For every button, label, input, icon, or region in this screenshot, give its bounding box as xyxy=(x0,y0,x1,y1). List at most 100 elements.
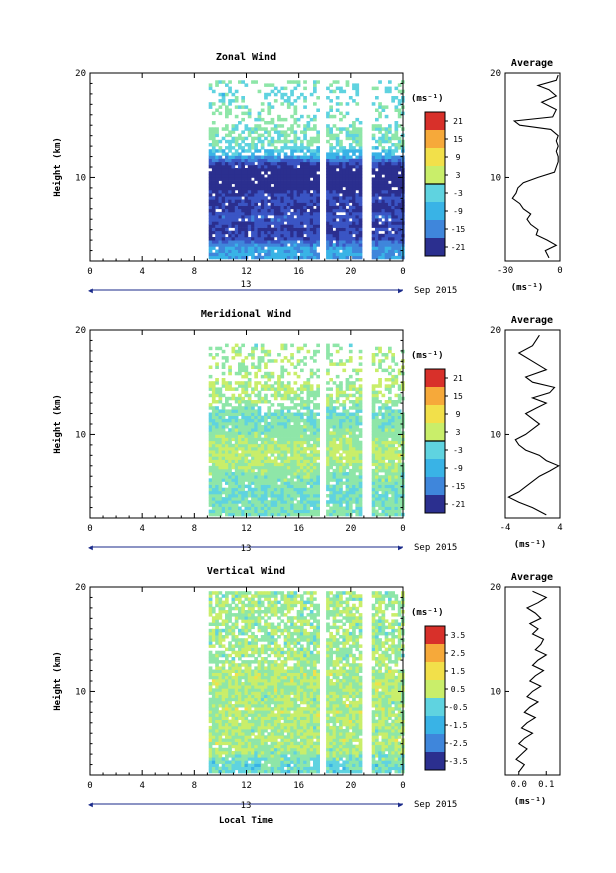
heat-cell xyxy=(348,227,353,232)
heat-cell xyxy=(394,177,399,181)
heat-cell xyxy=(208,600,213,605)
heat-cell xyxy=(375,453,379,457)
heat-cell xyxy=(371,102,376,106)
heat-cell xyxy=(251,443,255,448)
heat-cell xyxy=(260,193,265,197)
heat-cell xyxy=(371,418,376,423)
date-bar: ◀ ▶ 13 Sep 2015 xyxy=(88,543,457,554)
heat-cell xyxy=(264,456,268,460)
heat-cell xyxy=(355,155,360,159)
heat-cell xyxy=(316,186,320,191)
heat-cell xyxy=(326,193,330,197)
heat-cell xyxy=(348,168,353,172)
heat-cell xyxy=(335,431,340,435)
heat-cell xyxy=(358,418,363,423)
heat-cell xyxy=(300,155,304,159)
heat-cell xyxy=(267,475,272,479)
heat-cell xyxy=(296,465,301,470)
heat-cell xyxy=(286,127,291,131)
heat-cell xyxy=(211,700,216,705)
heat-cell xyxy=(391,356,395,360)
heat-cell xyxy=(251,233,255,238)
heat-cell xyxy=(345,193,350,197)
heat-cell xyxy=(358,503,363,507)
heat-cell xyxy=(381,161,386,166)
heat-cell xyxy=(264,362,268,366)
heat-cell xyxy=(326,183,330,188)
heat-cell xyxy=(378,111,382,116)
heat-cell xyxy=(384,387,389,391)
heat-cell xyxy=(339,475,343,479)
heat-cell xyxy=(397,456,402,460)
heat-cell xyxy=(384,484,389,489)
heat-cell xyxy=(326,158,330,163)
heat-cell xyxy=(388,136,392,141)
heat-cell xyxy=(241,190,245,194)
heat-cell xyxy=(211,653,216,658)
heat-cell xyxy=(211,428,216,432)
heat-cell xyxy=(218,199,223,203)
heat-cell xyxy=(280,359,285,363)
heat-cell xyxy=(348,155,353,159)
heat-cell xyxy=(355,202,360,206)
heat-cell xyxy=(221,403,226,407)
heat-cell xyxy=(260,215,265,219)
heat-cell xyxy=(208,450,213,454)
heat-cell xyxy=(254,240,258,244)
colorbar-swatch xyxy=(425,459,445,477)
heat-cell xyxy=(267,218,272,222)
heat-cell xyxy=(254,472,258,476)
heat-cell xyxy=(215,704,219,708)
heat-cell xyxy=(221,218,226,222)
heat-cell xyxy=(355,227,360,232)
heat-cell xyxy=(277,161,281,166)
heat-cell xyxy=(208,133,213,138)
heat-cell xyxy=(388,447,392,451)
heat-cell xyxy=(384,255,389,260)
heat-cell xyxy=(293,149,298,153)
heat-cell xyxy=(211,506,216,510)
heat-cell xyxy=(238,487,242,492)
heat-cell xyxy=(381,158,386,163)
heat-cell xyxy=(283,136,288,141)
heat-cell xyxy=(286,490,291,495)
heat-cell xyxy=(394,193,399,197)
heat-cell xyxy=(306,218,311,222)
heat-cell xyxy=(335,233,340,238)
heat-cell xyxy=(208,594,213,598)
heat-cell xyxy=(391,199,395,203)
heat-cell xyxy=(293,415,298,420)
heat-cell xyxy=(378,158,382,163)
heat-cell xyxy=(238,211,242,216)
heat-cell xyxy=(355,161,360,166)
heat-cell xyxy=(208,675,213,680)
heat-cell xyxy=(339,246,343,250)
heat-cell xyxy=(378,425,382,429)
heat-cell xyxy=(355,243,360,247)
heat-cell xyxy=(221,233,226,238)
heat-cell xyxy=(329,512,333,517)
heat-cell xyxy=(277,497,281,501)
heat-cell xyxy=(355,117,360,122)
heat-cell xyxy=(384,199,389,203)
heat-cell xyxy=(329,494,333,498)
heat-cell xyxy=(225,164,229,169)
heat-cell xyxy=(358,403,363,407)
heat-cell xyxy=(218,741,223,746)
heat-cell xyxy=(286,233,291,238)
heat-cell xyxy=(309,465,314,470)
heat-cell xyxy=(384,506,389,510)
heat-cell xyxy=(264,230,268,235)
heat-cell xyxy=(247,224,252,228)
heat-cell xyxy=(260,500,265,504)
heat-cell xyxy=(306,155,311,159)
heat-cell xyxy=(215,431,219,435)
heat-cell xyxy=(215,757,219,761)
heat-cell xyxy=(335,224,340,228)
heat-cell xyxy=(300,368,304,373)
heat-cell xyxy=(221,503,226,507)
x-tick-label: 12 xyxy=(241,267,252,277)
heat-cell xyxy=(381,415,386,420)
heat-cell xyxy=(397,440,402,445)
